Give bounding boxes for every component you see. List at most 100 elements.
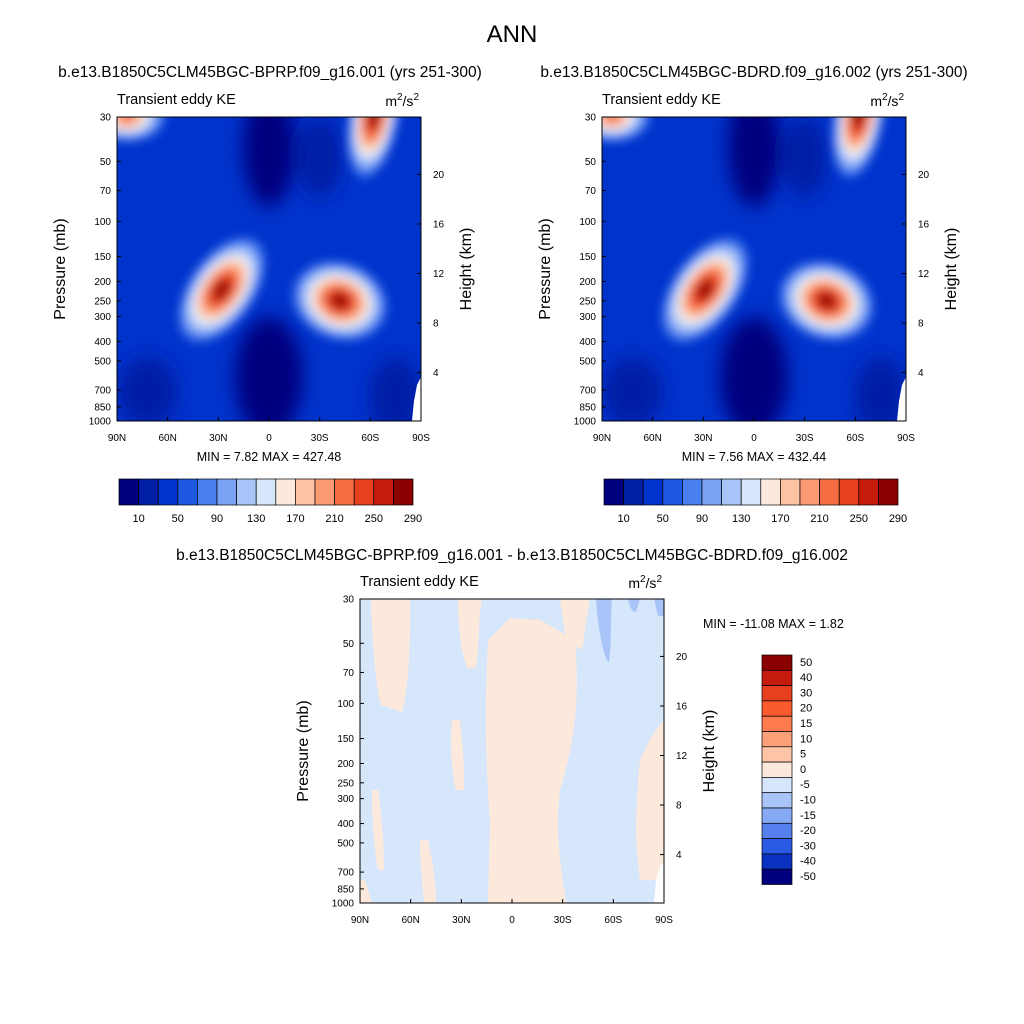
colorbar-swatch bbox=[373, 478, 394, 506]
positive-difference-region bbox=[360, 880, 372, 903]
sh-jet-maximum bbox=[778, 260, 875, 342]
pressure-tick-label: 1000 bbox=[89, 417, 112, 428]
nh-jet-maximum bbox=[177, 236, 266, 344]
units-label: m2/s2 bbox=[870, 92, 904, 109]
latitude-tick-label: 0 bbox=[751, 433, 757, 444]
figure-title: ANN bbox=[487, 21, 538, 48]
pressure-tick-label: 850 bbox=[337, 884, 354, 895]
colorbar-swatch bbox=[216, 478, 237, 506]
positive-difference-region bbox=[485, 618, 577, 903]
field-layer bbox=[360, 599, 664, 903]
contour-band bbox=[120, 117, 135, 123]
height-tick-label: 20 bbox=[918, 170, 930, 181]
colorbar-label: 10 bbox=[617, 513, 629, 525]
height-tick-label: 16 bbox=[918, 219, 930, 230]
colorbar-swatch bbox=[761, 792, 793, 809]
low-value-region bbox=[782, 117, 827, 197]
latitude-tick-label: 60S bbox=[361, 433, 379, 444]
positive-difference-region bbox=[371, 599, 410, 712]
pressure-tick-label: 850 bbox=[94, 402, 111, 413]
pressure-tick-label: 30 bbox=[585, 113, 597, 124]
latitude-tick-label: 30N bbox=[694, 433, 712, 444]
colorbar-label: 10 bbox=[800, 733, 812, 745]
colorbar-label: -30 bbox=[800, 840, 816, 852]
latitude-tick-label: 90S bbox=[412, 433, 430, 444]
pressure-tick-label: 70 bbox=[585, 186, 597, 197]
pressure-tick-label: 70 bbox=[343, 668, 355, 679]
colorbar-swatch bbox=[353, 478, 375, 506]
colorbar-swatch bbox=[721, 478, 742, 506]
run2-panel: Transient eddy KE m2/s2305070100150200250… bbox=[537, 92, 960, 525]
pressure-tick-label: 250 bbox=[337, 778, 354, 789]
colorbar-swatch bbox=[118, 478, 139, 506]
negative-difference-region bbox=[628, 599, 640, 612]
latitude-tick-label: 90N bbox=[351, 915, 369, 926]
positive-difference-region bbox=[372, 790, 384, 870]
contour-band bbox=[605, 117, 620, 123]
height-tick-label: 20 bbox=[433, 170, 445, 181]
positive-difference-region bbox=[458, 599, 482, 668]
latitude-tick-label: 90S bbox=[655, 915, 673, 926]
pressure-tick-label: 30 bbox=[100, 113, 112, 124]
colorbar-label: 290 bbox=[889, 513, 907, 525]
pressure-tick-label: 700 bbox=[94, 386, 111, 397]
latitude-tick-label: 60N bbox=[158, 433, 176, 444]
positive-difference-region bbox=[451, 720, 465, 790]
pressure-tick-label: 250 bbox=[94, 296, 111, 307]
height-axis-title: Height (km) bbox=[943, 228, 960, 311]
colorbar-swatch bbox=[761, 822, 793, 839]
pressure-tick-label: 500 bbox=[337, 838, 354, 849]
colorbar-swatch bbox=[761, 731, 793, 748]
colorbar-label: 170 bbox=[286, 513, 304, 525]
positive-difference-region bbox=[540, 760, 553, 830]
colorbar-label: 130 bbox=[247, 513, 265, 525]
latitude-tick-label: 30S bbox=[796, 433, 814, 444]
colorbar-label: 170 bbox=[771, 513, 789, 525]
colorbar-swatch bbox=[236, 478, 257, 506]
colorbar-label: 210 bbox=[325, 513, 343, 525]
negative-difference-region bbox=[596, 599, 612, 662]
pressure-tick-label: 30 bbox=[343, 595, 355, 606]
run1-panel: Transient eddy KE m2/s2305070100150200250… bbox=[52, 92, 475, 525]
min-max-label: MIN = 7.56 MAX = 432.44 bbox=[682, 450, 827, 464]
pressure-tick-label: 50 bbox=[585, 157, 597, 168]
pressure-tick-label: 50 bbox=[100, 157, 112, 168]
colorbar-swatch bbox=[701, 478, 722, 506]
positive-difference-region bbox=[420, 840, 436, 903]
nh-stratosphere-maximum bbox=[602, 117, 652, 142]
colorbar-swatch bbox=[740, 478, 762, 506]
panel-label: Transient eddy KE bbox=[602, 92, 721, 108]
colorbar-label: 90 bbox=[211, 513, 223, 525]
pressure-tick-label: 700 bbox=[579, 386, 596, 397]
colorbar-label: 5 bbox=[800, 749, 806, 761]
colorbar-swatch bbox=[858, 478, 879, 506]
height-tick-label: 16 bbox=[676, 701, 688, 712]
colorbar-swatch bbox=[761, 715, 793, 732]
latitude-tick-label: 0 bbox=[509, 915, 515, 926]
height-tick-label: 8 bbox=[676, 801, 682, 812]
colorbar-label: 0 bbox=[800, 764, 806, 776]
colorbar-swatch bbox=[761, 853, 793, 870]
pressure-tick-label: 150 bbox=[94, 252, 111, 263]
colorbar-swatch bbox=[334, 478, 355, 506]
field-layer bbox=[602, 117, 906, 421]
low-value-region bbox=[720, 317, 788, 421]
colorbar-swatch bbox=[662, 478, 683, 506]
negative-difference-region bbox=[654, 599, 664, 616]
colorbar-swatch bbox=[393, 478, 414, 506]
colorbar-label: -20 bbox=[800, 825, 816, 837]
pressure-tick-label: 100 bbox=[579, 217, 596, 228]
colorbar-label: 250 bbox=[365, 513, 383, 525]
pressure-tick-label: 500 bbox=[579, 356, 596, 367]
colorbar-label: -15 bbox=[800, 810, 816, 822]
pressure-tick-label: 300 bbox=[579, 312, 596, 323]
colorbar-label: 250 bbox=[850, 513, 868, 525]
min-max-label: MIN = -11.08 MAX = 1.82 bbox=[703, 617, 844, 631]
colorbar-swatch bbox=[761, 654, 793, 671]
latitude-tick-label: 0 bbox=[266, 433, 272, 444]
colorbar-swatch bbox=[761, 700, 793, 717]
latitude-tick-label: 30S bbox=[311, 433, 329, 444]
height-tick-label: 8 bbox=[918, 319, 924, 330]
colorbar-swatch bbox=[603, 478, 624, 506]
